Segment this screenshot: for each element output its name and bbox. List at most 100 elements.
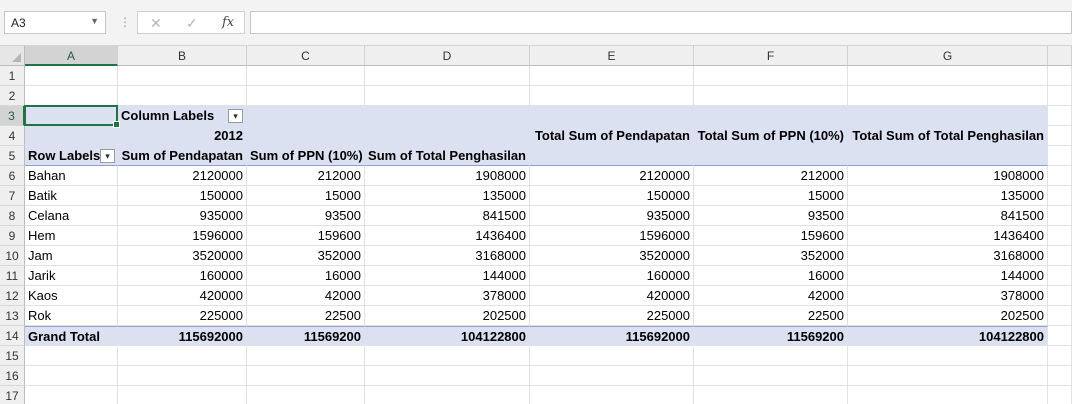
grand-total-value[interactable]: 104122800 bbox=[365, 326, 530, 346]
row-label[interactable]: Jam bbox=[25, 246, 118, 266]
value-cell[interactable]: 42000 bbox=[247, 286, 365, 306]
row-header-7[interactable]: 7 bbox=[0, 186, 25, 206]
cell-d16[interactable] bbox=[365, 366, 530, 386]
value-cell[interactable]: 202500 bbox=[365, 306, 530, 326]
cell-a15[interactable] bbox=[25, 346, 118, 366]
value-cell[interactable]: 159600 bbox=[247, 226, 365, 246]
cell-d3[interactable] bbox=[365, 106, 530, 126]
more-options-icon[interactable]: ⋮ bbox=[119, 15, 131, 29]
value-cell[interactable]: 93500 bbox=[247, 206, 365, 226]
value-cell[interactable]: 150000 bbox=[530, 186, 694, 206]
value-cell[interactable]: 22500 bbox=[247, 306, 365, 326]
cell-f16[interactable] bbox=[694, 366, 848, 386]
cell-c4[interactable] bbox=[247, 126, 365, 146]
grand-total-value[interactable]: 11569200 bbox=[694, 326, 848, 346]
value-cell[interactable]: 3520000 bbox=[118, 246, 247, 266]
value-cell[interactable]: 352000 bbox=[694, 246, 848, 266]
value-cell[interactable]: 135000 bbox=[848, 186, 1048, 206]
cell-f3[interactable] bbox=[694, 106, 848, 126]
value-cell[interactable]: 2120000 bbox=[118, 166, 247, 186]
row-header-16[interactable]: 16 bbox=[0, 366, 25, 386]
cell-f2[interactable] bbox=[694, 86, 848, 106]
cell-b17[interactable] bbox=[118, 386, 247, 404]
value-cell[interactable]: 160000 bbox=[118, 266, 247, 286]
row-label[interactable]: Hem bbox=[25, 226, 118, 246]
cell-b1[interactable] bbox=[118, 66, 247, 86]
value-cell[interactable]: 935000 bbox=[118, 206, 247, 226]
cell-g2[interactable] bbox=[848, 86, 1048, 106]
chevron-down-icon[interactable]: ▼ bbox=[90, 16, 99, 26]
value-cell[interactable]: 1908000 bbox=[848, 166, 1048, 186]
value-cell[interactable]: 378000 bbox=[365, 286, 530, 306]
cell-d2[interactable] bbox=[365, 86, 530, 106]
row-header-13[interactable]: 13 bbox=[0, 306, 25, 326]
grand-total-value[interactable]: 115692000 bbox=[118, 326, 247, 346]
cell-g3[interactable] bbox=[848, 106, 1048, 126]
value-cell[interactable]: 93500 bbox=[694, 206, 848, 226]
row-label[interactable]: Batik bbox=[25, 186, 118, 206]
value-cell[interactable]: 144000 bbox=[848, 266, 1048, 286]
cell-f15[interactable] bbox=[694, 346, 848, 366]
cell-g17[interactable] bbox=[848, 386, 1048, 404]
value-cell[interactable]: 1436400 bbox=[848, 226, 1048, 246]
row-labels-filter-icon[interactable]: ▾ bbox=[100, 149, 115, 163]
header-sum-total[interactable]: Sum of Total Penghasilan bbox=[365, 146, 530, 166]
row-label[interactable]: Kaos bbox=[25, 286, 118, 306]
value-cell[interactable]: 150000 bbox=[118, 186, 247, 206]
header-sum-ppn[interactable]: Sum of PPN (10%) bbox=[247, 146, 365, 166]
cell-c15[interactable] bbox=[247, 346, 365, 366]
column-header-g[interactable]: G bbox=[848, 46, 1048, 66]
cell-e15[interactable] bbox=[530, 346, 694, 366]
cell-e5[interactable] bbox=[530, 146, 694, 166]
cell-g5[interactable] bbox=[848, 146, 1048, 166]
row-header-14[interactable]: 14 bbox=[0, 326, 25, 346]
row-header-8[interactable]: 8 bbox=[0, 206, 25, 226]
cell-f1[interactable] bbox=[694, 66, 848, 86]
cell-g16[interactable] bbox=[848, 366, 1048, 386]
value-cell[interactable]: 420000 bbox=[118, 286, 247, 306]
value-cell[interactable]: 420000 bbox=[530, 286, 694, 306]
cell-e16[interactable] bbox=[530, 366, 694, 386]
value-cell[interactable]: 352000 bbox=[247, 246, 365, 266]
row-header-17[interactable]: 17 bbox=[0, 386, 25, 404]
value-cell[interactable]: 15000 bbox=[247, 186, 365, 206]
value-cell[interactable]: 144000 bbox=[365, 266, 530, 286]
column-labels-header[interactable]: Column Labels bbox=[118, 106, 247, 126]
value-cell[interactable]: 935000 bbox=[530, 206, 694, 226]
cell-b16[interactable] bbox=[118, 366, 247, 386]
enter-icon[interactable]: ✓ bbox=[186, 15, 198, 31]
value-cell[interactable]: 42000 bbox=[694, 286, 848, 306]
cell-c17[interactable] bbox=[247, 386, 365, 404]
row-label[interactable]: Celana bbox=[25, 206, 118, 226]
value-cell[interactable]: 841500 bbox=[848, 206, 1048, 226]
column-header-a[interactable]: A bbox=[25, 46, 118, 66]
cell-b2[interactable] bbox=[118, 86, 247, 106]
value-cell[interactable]: 22500 bbox=[694, 306, 848, 326]
value-cell[interactable]: 160000 bbox=[530, 266, 694, 286]
value-cell[interactable]: 225000 bbox=[530, 306, 694, 326]
header-sum-pendapatan[interactable]: Sum of Pendapatan bbox=[118, 146, 247, 166]
cell-a17[interactable] bbox=[25, 386, 118, 404]
value-cell[interactable]: 3520000 bbox=[530, 246, 694, 266]
cell-c1[interactable] bbox=[247, 66, 365, 86]
grand-total-label[interactable]: Grand Total bbox=[25, 326, 118, 346]
cell-f17[interactable] bbox=[694, 386, 848, 404]
value-cell[interactable]: 225000 bbox=[118, 306, 247, 326]
cell-f5[interactable] bbox=[694, 146, 848, 166]
value-cell[interactable]: 3168000 bbox=[848, 246, 1048, 266]
cell-c16[interactable] bbox=[247, 366, 365, 386]
row-header-9[interactable]: 9 bbox=[0, 226, 25, 246]
year-header[interactable]: 2012 bbox=[118, 126, 247, 146]
row-header-6[interactable]: 6 bbox=[0, 166, 25, 186]
row-header-2[interactable]: 2 bbox=[0, 86, 25, 106]
value-cell[interactable]: 16000 bbox=[247, 266, 365, 286]
cell-a1[interactable] bbox=[25, 66, 118, 86]
cell-e1[interactable] bbox=[530, 66, 694, 86]
value-cell[interactable]: 1596000 bbox=[530, 226, 694, 246]
value-cell[interactable]: 2120000 bbox=[530, 166, 694, 186]
formula-input[interactable] bbox=[250, 11, 1072, 34]
row-header-4[interactable]: 4 bbox=[0, 126, 25, 146]
cell-d4[interactable] bbox=[365, 126, 530, 146]
cell-a4[interactable] bbox=[25, 126, 118, 146]
value-cell[interactable]: 15000 bbox=[694, 186, 848, 206]
